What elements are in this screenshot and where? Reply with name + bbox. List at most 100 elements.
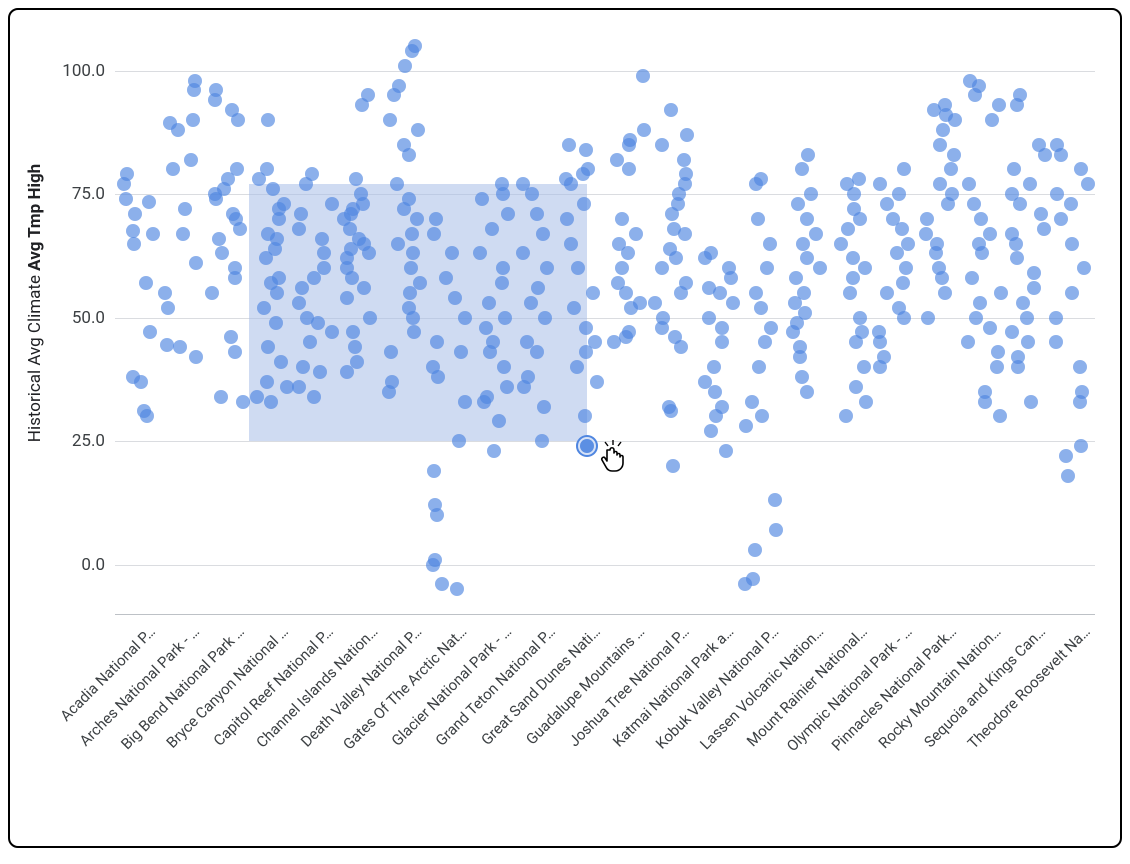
scatter-point[interactable] [146,227,160,241]
scatter-point[interactable] [897,162,911,176]
scatter-point[interactable] [410,212,424,226]
scatter-point[interactable] [930,237,944,251]
scatter-point[interactable] [126,224,140,238]
scatter-point[interactable] [707,360,721,374]
scatter-point[interactable] [933,177,947,191]
scatter-point[interactable] [1049,335,1063,349]
scatter-point[interactable] [972,237,986,251]
scatter-point[interactable] [719,444,733,458]
scatter-point[interactable] [662,400,676,414]
scatter-point[interactable] [804,187,818,201]
scatter-point[interactable] [615,261,629,275]
scatter-point[interactable] [809,227,823,241]
scatter-point[interactable] [178,202,192,216]
scatter-point[interactable] [458,395,472,409]
scatter-point[interactable] [407,325,421,339]
scatter-point[interactable] [405,227,419,241]
scatter-point[interactable] [849,380,863,394]
scatter-point[interactable] [497,360,511,374]
scatter-point[interactable] [702,281,716,295]
scatter-point[interactable] [1023,177,1037,191]
scatter-point[interactable] [1007,162,1021,176]
scatter-point[interactable] [610,153,624,167]
scatter-point[interactable] [1016,296,1030,310]
scatter-point[interactable] [852,172,866,186]
scatter-point[interactable] [520,335,534,349]
scatter-point[interactable] [261,113,275,127]
scatter-point[interactable] [1059,449,1073,463]
scatter-point[interactable] [479,321,493,335]
scatter-point[interactable] [1064,197,1078,211]
scatter-point[interactable] [945,187,959,201]
scatter-point[interactable] [886,212,900,226]
scatter-point[interactable] [524,296,538,310]
scatter-point[interactable] [530,207,544,221]
scatter-point[interactable] [680,128,694,142]
scatter-point[interactable] [677,153,691,167]
scatter-point[interactable] [570,360,584,374]
scatter-point[interactable] [1005,227,1019,241]
scatter-point[interactable] [991,345,1005,359]
scatter-point[interactable] [166,162,180,176]
scatter-point[interactable] [225,103,239,117]
scatter-point[interactable] [260,162,274,176]
scatter-point[interactable] [475,192,489,206]
scatter-point[interactable] [392,79,406,93]
scatter-point[interactable] [325,197,339,211]
scatter-point[interactable] [385,375,399,389]
scatter-point[interactable] [1005,187,1019,201]
scatter-point[interactable] [722,261,736,275]
scatter-point[interactable] [160,338,174,352]
scatter-point[interactable] [303,335,317,349]
scatter-point[interactable] [257,301,271,315]
scatter-point[interactable] [726,296,740,310]
scatter-point[interactable] [633,296,647,310]
scatter-point[interactable] [752,360,766,374]
scatter-point[interactable] [184,153,198,167]
scatter-point[interactable] [834,237,848,251]
scatter-point[interactable] [702,311,716,325]
scatter-point[interactable] [212,232,226,246]
scatter-point[interactable] [521,370,535,384]
scatter-point[interactable] [390,177,404,191]
scatter-point[interactable] [458,311,472,325]
scatter-point[interactable] [973,296,987,310]
scatter-point[interactable] [294,207,308,221]
scatter-point[interactable] [261,340,275,354]
scatter-point[interactable] [186,113,200,127]
scatter-point[interactable] [944,162,958,176]
scatter-point[interactable] [577,197,591,211]
scatter-point[interactable] [1074,439,1088,453]
scatter-point[interactable] [1065,286,1079,300]
scatter-point[interactable] [841,222,855,236]
scatter-point[interactable] [839,409,853,423]
scatter-point[interactable] [127,237,141,251]
scatter-point[interactable] [974,212,988,226]
scatter-point[interactable] [1073,360,1087,374]
scatter-point[interactable] [663,242,677,256]
scatter-point[interactable] [623,133,637,147]
scatter-point[interactable] [228,261,242,275]
scatter-point[interactable] [209,83,223,97]
scatter-point[interactable] [562,138,576,152]
scatter-point[interactable] [317,261,331,275]
scatter-point[interactable] [764,321,778,335]
scatter-point[interactable] [427,464,441,478]
scatter-point[interactable] [992,98,1006,112]
scatter-point[interactable] [427,227,441,241]
scatter-point[interactable] [317,246,331,260]
scatter-point[interactable] [1010,251,1024,265]
scatter-point[interactable] [143,325,157,339]
scatter-point[interactable] [843,286,857,300]
scatter-point[interactable] [758,335,772,349]
scatter-point[interactable] [1050,187,1064,201]
scatter-point[interactable] [969,311,983,325]
scatter-point[interactable] [439,271,453,285]
scatter-point[interactable] [877,350,891,364]
scatter-point[interactable] [485,222,499,236]
scatter-point[interactable] [993,409,1007,423]
scatter-point[interactable] [920,212,934,226]
scatter-point[interactable] [1077,261,1091,275]
scatter-point[interactable] [189,350,203,364]
scatter-point[interactable] [272,271,286,285]
